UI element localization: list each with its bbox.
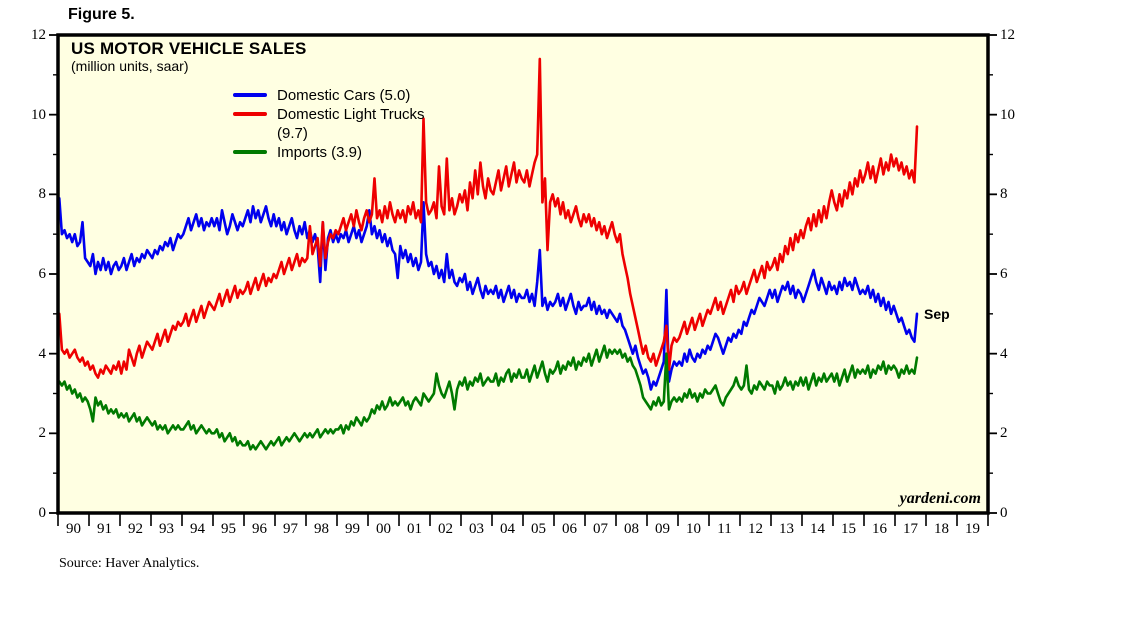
legend-label: Domestic Light Trucks (9.7) [277,106,425,142]
legend-swatch-blue-line-icon [233,93,267,97]
y-axis-label-right: 0 [1000,505,1008,521]
last-point-annotation: Sep [924,306,950,322]
legend-item-domestic-light-trucks: Domestic Light Trucks (9.7) [233,105,429,143]
x-axis-label: 00 [376,521,391,537]
x-axis-label: 90 [66,521,81,537]
legend-item-domestic-cars: Domestic Cars (5.0) [233,86,429,105]
y-axis-label-left: 2 [38,425,47,442]
x-axis-label: 09 [655,521,670,537]
x-axis-label: 93 [159,521,174,537]
x-axis-label: 95 [221,521,236,537]
series-line-domestic-light-trucks [58,57,919,379]
x-axis-label: 13 [779,521,794,537]
y-axis-label-right: 8 [1000,186,1008,203]
y-axis-label-right: 4 [1000,345,1008,362]
y-axis-label-right: 2 [1000,425,1008,442]
y-axis-label-right: 10 [1000,106,1015,123]
x-axis-label: 18 [934,521,949,537]
x-axis-label: 10 [686,521,701,537]
x-axis-label: 98 [314,521,329,537]
x-axis-label: 08 [624,521,639,537]
legend-item-imports: Imports (3.9) [233,143,429,162]
series-line-imports [58,344,919,451]
legend-label: Domestic Cars (5.0) [277,87,411,104]
x-axis-label: 14 [810,521,825,537]
y-axis-label-left: 8 [38,186,47,203]
x-axis-label: 03 [469,521,484,537]
x-axis-label: 02 [438,521,453,537]
legend-swatch-red-line-icon [233,112,267,116]
x-axis-label: 04 [500,521,515,537]
x-axis-label: 12 [748,521,763,537]
x-axis-label: 17 [903,521,918,537]
x-axis-label: 19 [965,521,980,537]
y-axis-label-left: 4 [38,345,47,362]
plot-frame [56,33,990,515]
x-axis-label: 01 [407,521,422,537]
x-axis-label: 11 [717,521,732,537]
series-line-domestic-cars [58,197,919,391]
source-note: Source: Haver Analytics. [59,556,200,571]
x-axis-label: 96 [252,521,267,537]
x-axis-label: 16 [872,521,887,537]
x-axis-label: 05 [531,521,546,537]
plot-area [58,35,988,513]
x-axis-label: 94 [190,521,205,537]
y-axis-label-right: 12 [1000,27,1015,43]
y-axis-label-left: 6 [38,266,47,282]
x-axis-label: 15 [841,521,856,537]
y-axis-label-right: 6 [1000,266,1008,282]
y-axis-label-left: 0 [38,505,47,521]
y-axis-label-left: 10 [31,106,46,123]
x-axis-label: 99 [345,521,360,537]
legend-swatch-green-line-icon [233,150,267,154]
x-axis-label: 91 [97,521,112,537]
chart-subtitle: (million units, saar) [71,58,189,74]
y-axis-label-left: 12 [31,27,46,43]
chart-title: US MOTOR VEHICLE SALES [71,39,307,58]
figure-label: Figure 5. [68,6,135,23]
x-axis-label: 92 [128,521,143,537]
x-axis-label: 06 [562,521,577,537]
legend-label: Imports (3.9) [277,144,363,161]
x-axis-label: 97 [283,521,298,537]
x-axis-label: 07 [593,521,608,537]
legend: Domestic Cars (5.0) Domestic Light Truck… [233,86,429,162]
watermark: yardeni.com [899,490,981,507]
